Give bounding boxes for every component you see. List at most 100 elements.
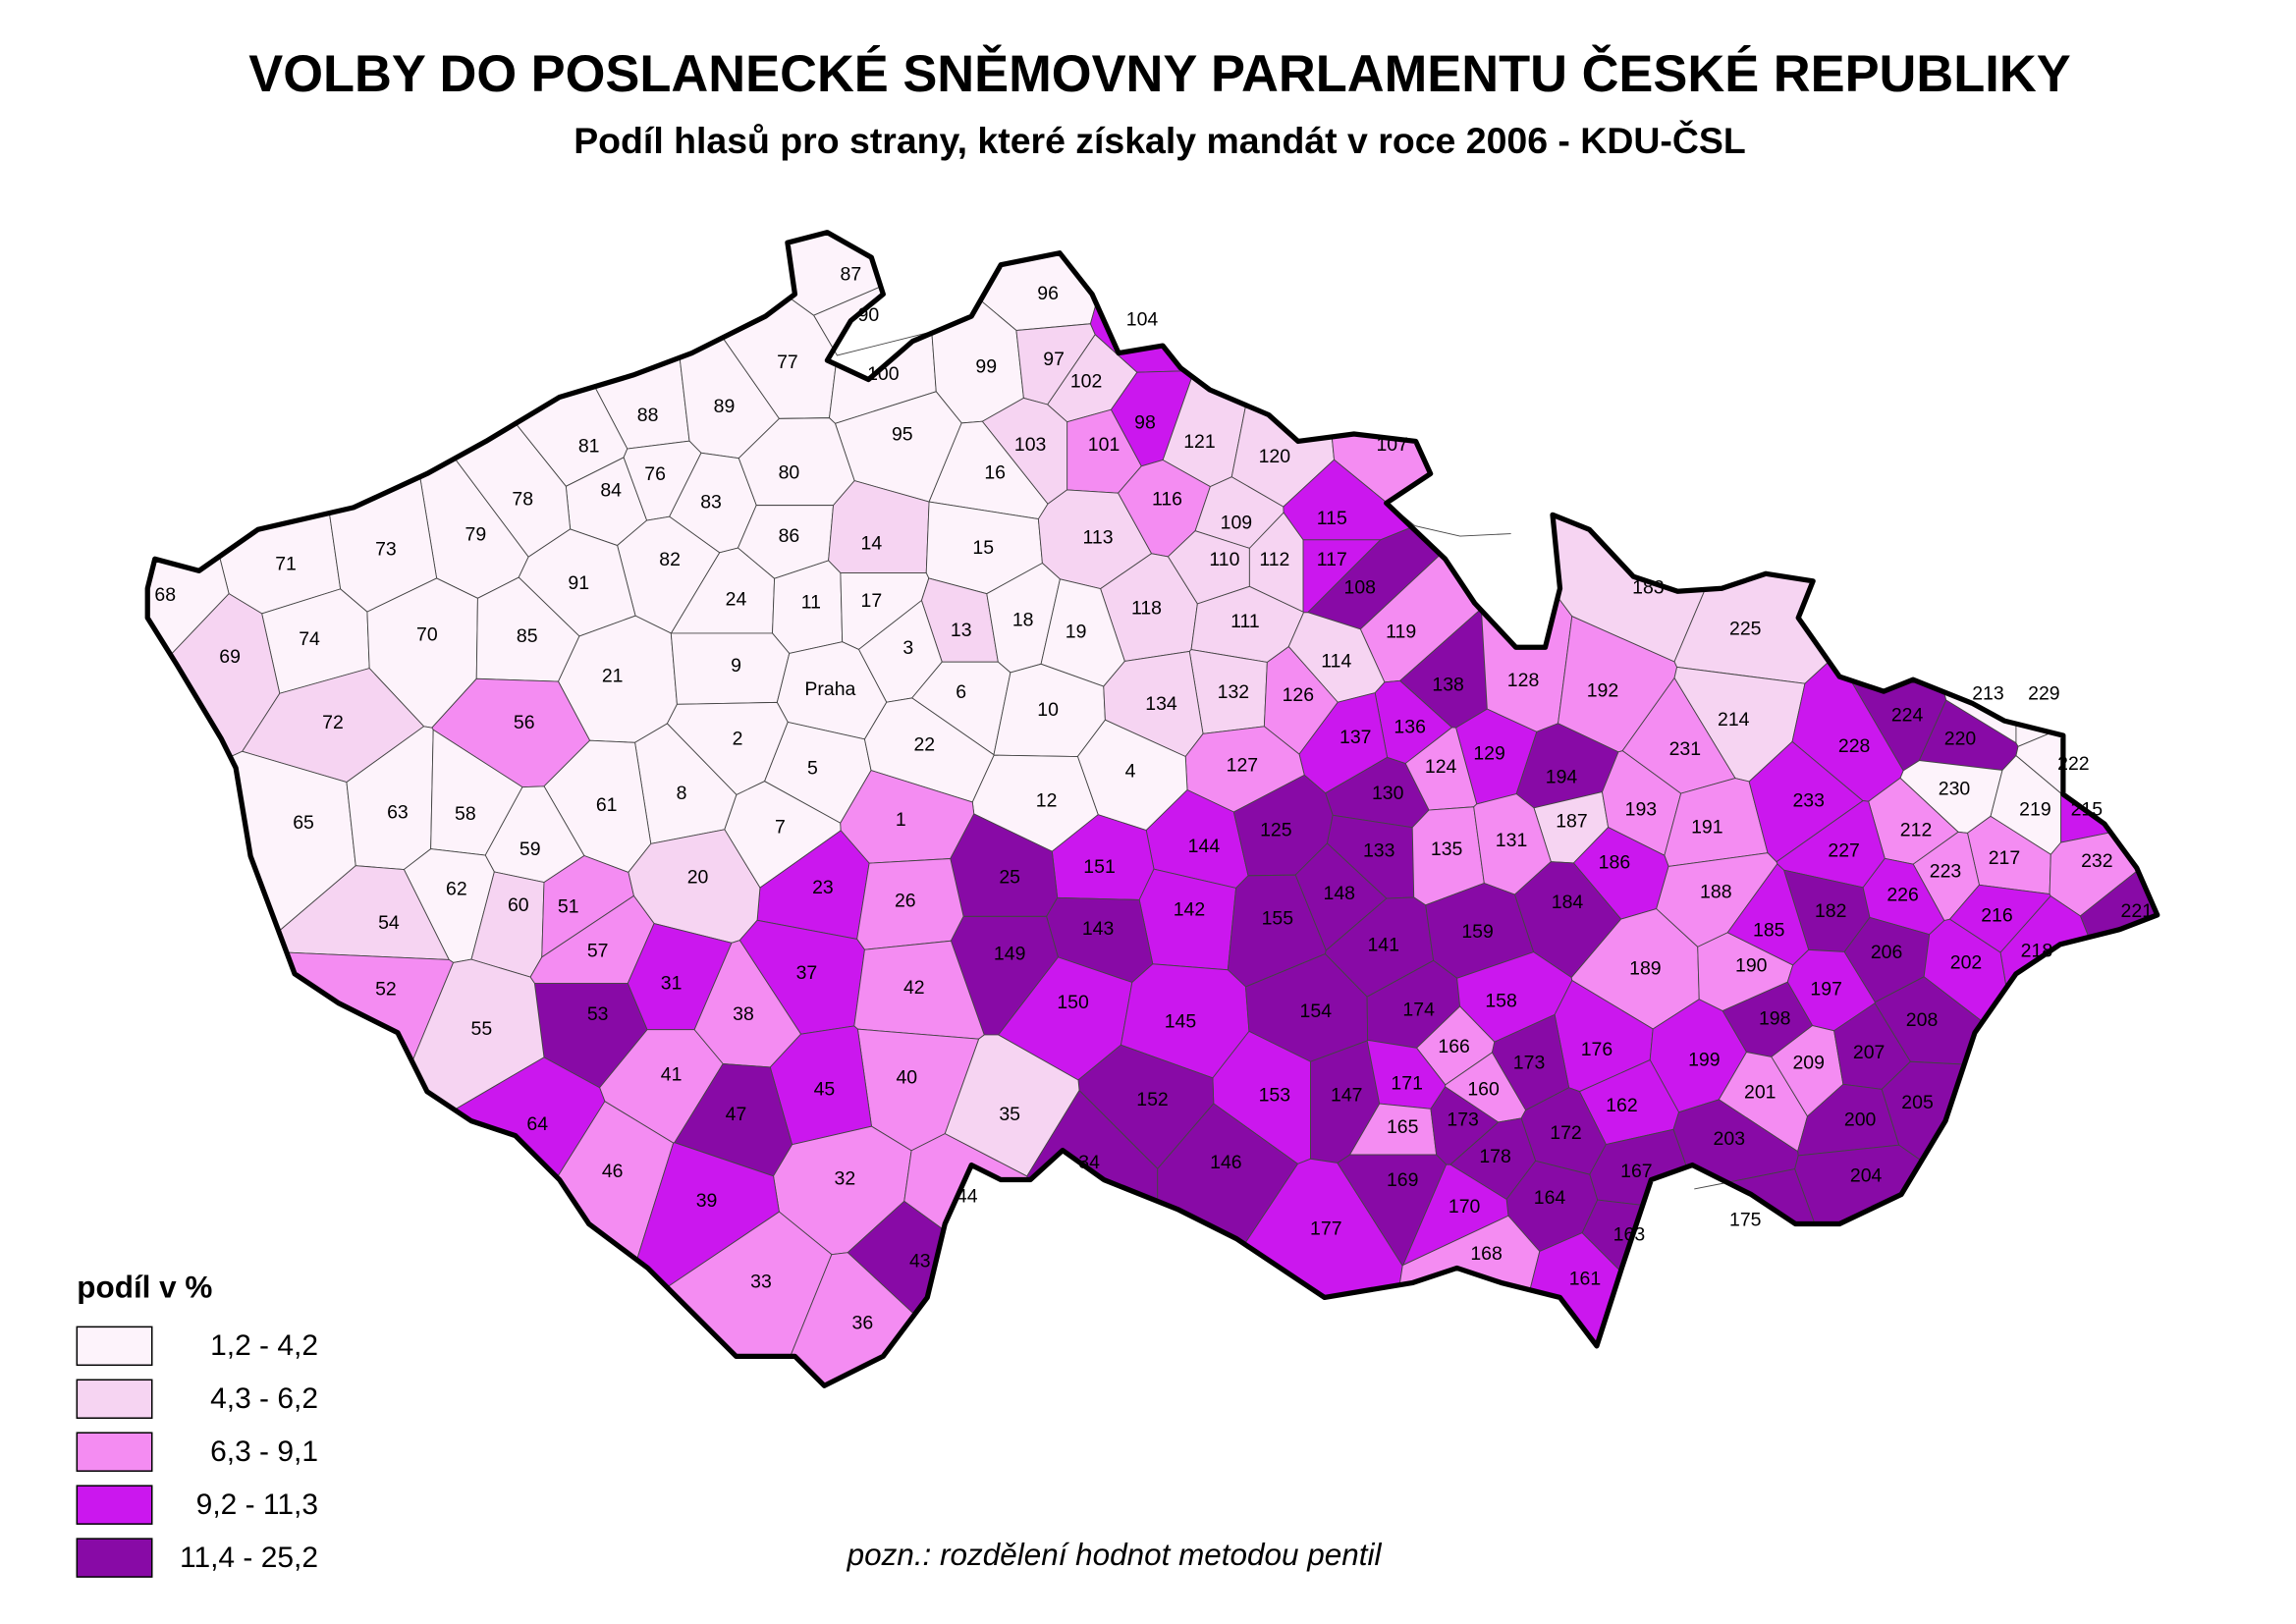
district-label: 74 <box>299 628 320 650</box>
district-label: 107 <box>1376 434 1407 456</box>
district-label: 216 <box>1981 905 2012 927</box>
legend-label: 1,2 - 4,2 <box>210 1329 318 1362</box>
district-label: 209 <box>1792 1052 1824 1073</box>
district-label: 154 <box>1300 1001 1333 1022</box>
district-label: 121 <box>1183 431 1215 453</box>
district-label: 230 <box>1939 779 1971 800</box>
district-label: 175 <box>1729 1210 1762 1231</box>
district-label: 133 <box>1363 840 1394 862</box>
district-label: 152 <box>1136 1089 1168 1110</box>
district-label: 1 <box>896 809 906 831</box>
district-label: 147 <box>1331 1084 1362 1106</box>
district-label: 95 <box>892 424 913 446</box>
district-label: 111 <box>1230 611 1260 632</box>
district-label: 44 <box>957 1186 978 1208</box>
district-label: 2 <box>733 729 743 750</box>
district-label: 103 <box>1014 434 1046 456</box>
district-label: 167 <box>1620 1161 1652 1182</box>
district-label: 155 <box>1262 908 1294 930</box>
district-label: 208 <box>1906 1009 1938 1031</box>
district-label: 164 <box>1534 1187 1566 1209</box>
district-label: 63 <box>387 802 409 824</box>
district-cells <box>146 232 2159 1386</box>
district-label: 193 <box>1625 799 1657 821</box>
district-label: 56 <box>514 712 535 733</box>
district-label: 32 <box>835 1168 856 1190</box>
district-label: 102 <box>1070 371 1102 393</box>
district-label: 112 <box>1259 549 1289 570</box>
district-label: 85 <box>517 625 538 647</box>
district-label: 31 <box>661 972 683 994</box>
district-label: 108 <box>1343 576 1375 598</box>
district-label: 46 <box>602 1161 624 1182</box>
district-label: 54 <box>378 912 400 934</box>
legend-swatch <box>76 1326 153 1367</box>
district-label: 33 <box>750 1272 772 1293</box>
district-label: 129 <box>1473 743 1504 765</box>
district-label: 221 <box>2121 900 2153 922</box>
district-label: 69 <box>219 646 241 668</box>
district-label: 26 <box>895 891 916 912</box>
district-label: 159 <box>1461 921 1493 943</box>
district-label: 101 <box>1088 434 1120 456</box>
district-label: 14 <box>861 532 883 554</box>
district-label: 21 <box>602 665 624 686</box>
district-label: 186 <box>1599 852 1630 874</box>
district-label: 42 <box>903 977 925 999</box>
district-label: 43 <box>909 1251 931 1272</box>
district-label: 205 <box>1901 1092 1934 1113</box>
district-label: 176 <box>1581 1039 1613 1060</box>
district-label: 130 <box>1372 783 1404 804</box>
district-label: 118 <box>1131 597 1162 619</box>
district-label: 191 <box>1691 817 1722 839</box>
district-label: 170 <box>1449 1196 1481 1218</box>
district-label: 229 <box>2028 682 2059 704</box>
legend-label: 11,4 - 25,2 <box>180 1542 318 1574</box>
district-label: 5 <box>807 758 818 780</box>
district-label: 68 <box>154 584 176 606</box>
district-label: 146 <box>1210 1152 1241 1173</box>
district-label: 183 <box>1632 576 1664 598</box>
district-label: 71 <box>275 553 297 574</box>
district-label: 89 <box>714 396 736 417</box>
district-label: 15 <box>972 537 994 559</box>
district-label: 126 <box>1283 684 1314 706</box>
district-label: 96 <box>1037 283 1059 304</box>
district-label: 227 <box>1828 840 1859 862</box>
district-label: 213 <box>1972 682 2003 704</box>
district-label: 109 <box>1221 512 1252 533</box>
district-label: 212 <box>1900 820 1932 841</box>
district-label: 220 <box>1944 729 1977 750</box>
legend-swatch <box>76 1432 153 1472</box>
district-label: 117 <box>1317 549 1347 570</box>
district-label: 201 <box>1744 1081 1776 1103</box>
district-label: 145 <box>1165 1010 1197 1032</box>
district-label: 36 <box>852 1313 874 1334</box>
district-label: 143 <box>1082 918 1114 940</box>
district-label: 131 <box>1496 830 1527 851</box>
district-label: 19 <box>1066 621 1087 642</box>
district-label: 22 <box>913 734 935 756</box>
district-label: 81 <box>578 436 600 458</box>
district-label: 127 <box>1227 755 1258 777</box>
district-label: 144 <box>1188 836 1221 857</box>
district-label: 188 <box>1700 882 1731 903</box>
legend-swatch <box>76 1485 153 1525</box>
district-label: 197 <box>1810 978 1841 1000</box>
legend-label: 9,2 - 11,3 <box>196 1489 318 1521</box>
district-label: 17 <box>861 590 883 612</box>
district-label: 4 <box>1125 761 1136 783</box>
district-label: 9 <box>731 655 741 677</box>
district-label: 132 <box>1218 681 1249 703</box>
district-label: 110 <box>1209 549 1239 570</box>
district-label: 141 <box>1367 934 1398 955</box>
district-label: 64 <box>526 1113 548 1135</box>
district-label: 162 <box>1606 1095 1637 1116</box>
district-label: 231 <box>1669 738 1701 760</box>
district-label: 52 <box>375 978 397 1000</box>
district-label: 225 <box>1729 618 1762 639</box>
district-label: 124 <box>1425 756 1457 778</box>
district-label: 104 <box>1126 309 1159 331</box>
title: VOLBY DO POSLANECKÉ SNĚMOVNY PARLAMENTU … <box>248 45 2070 103</box>
